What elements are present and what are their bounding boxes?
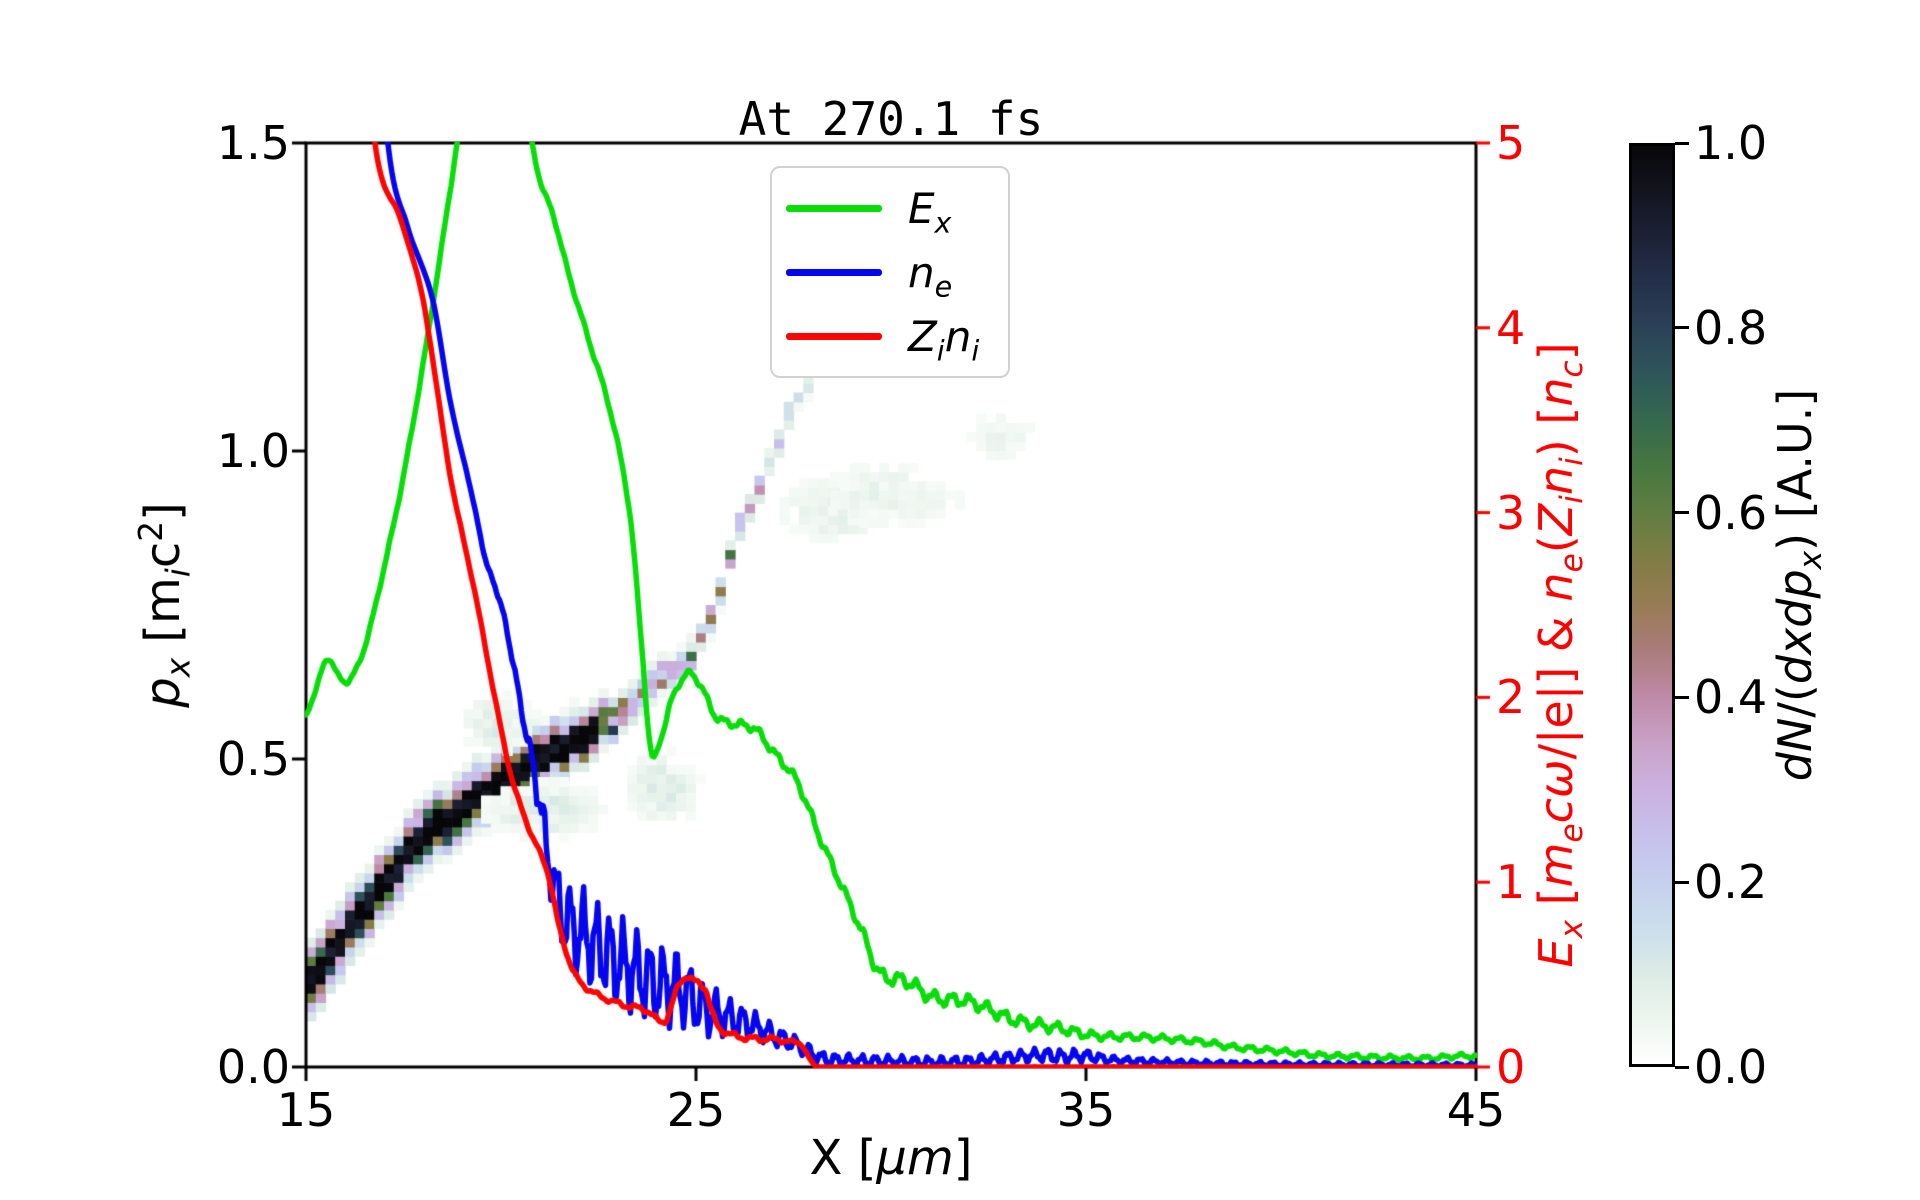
colorbar-tick-label-1.0: 1.0 <box>1694 116 1768 170</box>
x-tick-label-15: 15 <box>276 1083 336 1137</box>
right-y-tick-label-2: 2 <box>1496 670 1526 725</box>
x-tick-label-35: 35 <box>1056 1083 1116 1137</box>
legend-label-ne: ne <box>908 247 953 303</box>
legend: Ex ne Zini <box>770 166 1010 378</box>
legend-label-Zini: Zini <box>908 311 980 367</box>
x-axis-label: X [μm] <box>809 1130 973 1186</box>
plot-title: At 270.1 fs <box>738 92 1044 146</box>
colorbar-tick-0.0 <box>1675 1065 1689 1069</box>
left-y-axis-label: px [mic2] <box>132 502 198 708</box>
x-tick-label-45: 45 <box>1446 1083 1506 1137</box>
colorbar-tick-label-0.8: 0.8 <box>1694 300 1768 355</box>
colorbar-tick-1.0 <box>1675 141 1689 145</box>
colorbar-tick-label-0.4: 0.4 <box>1694 670 1768 725</box>
right-y-tick-label-4: 4 <box>1496 300 1526 355</box>
colorbar-label: dN/(dxdpx) [A.U.] <box>1768 388 1830 782</box>
x-tick-label-25: 25 <box>666 1083 726 1137</box>
colorbar-tick-label-0.6: 0.6 <box>1694 485 1768 540</box>
left-y-tick-label-0.5: 0.5 <box>216 732 290 786</box>
right-y-tick-label-3: 3 <box>1496 485 1526 540</box>
left-y-tick-label-1.5: 1.5 <box>216 116 290 170</box>
legend-line-sample-ne <box>786 268 882 276</box>
legend-line-sample-Zini <box>786 332 882 340</box>
right-y-tick-label-1: 1 <box>1496 855 1526 910</box>
colorbar-tick-label-0.2: 0.2 <box>1694 855 1768 910</box>
left-y-tick-label-0.0: 0.0 <box>216 1040 290 1094</box>
legend-entry-Zini: Zini <box>786 311 994 367</box>
legend-label-Ex: Ex <box>908 183 952 239</box>
colorbar-tick-0.4 <box>1675 695 1689 699</box>
legend-entry-Ex: Ex <box>786 183 994 239</box>
left-y-tick-label-1.0: 1.0 <box>216 424 290 478</box>
colorbar <box>1629 143 1675 1067</box>
colorbar-tick-0.6 <box>1675 511 1689 515</box>
right-y-axis-label: Ex [mecω/|e|] & ne(Zini) [nc] <box>1529 342 1591 968</box>
legend-line-sample-Ex <box>786 204 882 212</box>
right-y-tick-label-5: 5 <box>1496 116 1526 170</box>
colorbar-tick-0.2 <box>1675 880 1689 884</box>
colorbar-tick-0.8 <box>1675 326 1689 330</box>
colorbar-tick-label-0.0: 0.0 <box>1694 1040 1768 1094</box>
legend-entry-ne: ne <box>786 247 994 303</box>
right-y-tick-label-0: 0 <box>1496 1040 1526 1094</box>
